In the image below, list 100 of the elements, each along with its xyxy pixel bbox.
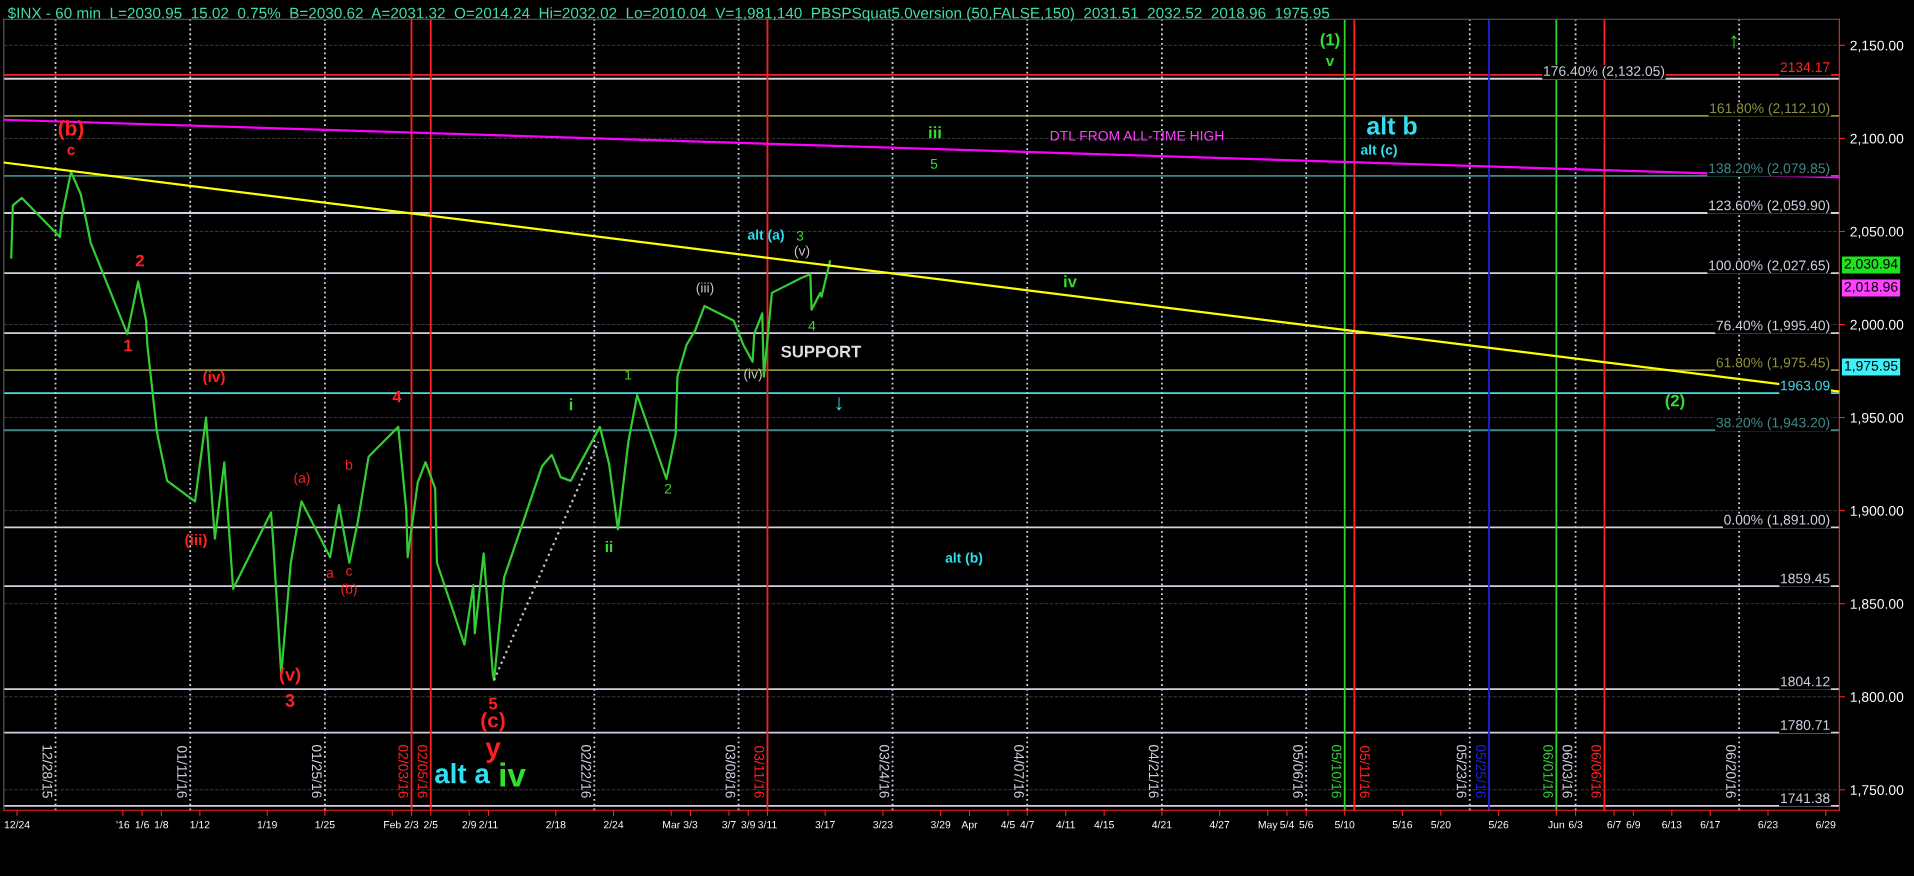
- ref-line-label: 1804.12: [1781, 676, 1830, 687]
- ref-line-label: 76.40% (1,995.40): [1716, 320, 1830, 334]
- ref-line-label: 05/11/16: [1359, 745, 1371, 798]
- y-tick-label: 1,850.00: [1850, 599, 1904, 611]
- x-tick-label: 3/11: [758, 820, 777, 829]
- annotation: 3: [285, 694, 295, 707]
- x-tick-label: 4/27: [1209, 820, 1230, 829]
- ref-line-label: 06/03/16: [1562, 744, 1573, 798]
- annotation: (iv): [744, 368, 762, 382]
- annotation: alt (b): [945, 552, 983, 566]
- x-tick-label: 12/24: [4, 820, 30, 829]
- annotation: (c): [481, 712, 505, 732]
- annotation: SUPPORT: [781, 345, 862, 358]
- x-tick-label: 4/7: [1020, 820, 1034, 829]
- annotation: alt b: [1367, 116, 1417, 135]
- annotation: 5: [930, 159, 938, 169]
- y-tick-label: 1,800.00: [1850, 692, 1904, 704]
- annotation: y: [485, 742, 501, 763]
- x-tick-label: Jun: [1548, 821, 1565, 829]
- x-tick-label: 5/16: [1392, 820, 1413, 829]
- y-tick-label: 2,100.00: [1850, 133, 1904, 146]
- x-tick-label: 6/23: [1758, 820, 1778, 829]
- ref-line-label: 02/03/16: [398, 744, 409, 798]
- annotation: 1: [124, 339, 133, 352]
- annotation: (iii): [185, 533, 207, 549]
- x-tick-label: Mar: [663, 821, 681, 829]
- ref-line-label: 01/25/16: [311, 744, 323, 798]
- annotation: 4: [808, 321, 816, 331]
- ref-line-label: 05/06/16: [1293, 744, 1304, 798]
- x-tick-label: 1/12: [190, 820, 210, 829]
- y-tick-label: 1,750.00: [1850, 785, 1904, 797]
- chart-title: $INX - 60 min L=2030.95 15.02 0.75% B=2030.62 A=2031.32 O=2014.24 Hi=2032.02 Lo=2010.04 V=1,981,140 PBSPSquat5.0version (50,FALSE,150) 2031.51 2032.52 2018.96 1975.95: [7, 7, 1330, 22]
- annotation: DTL FROM ALL-TIME HIGH: [1050, 130, 1224, 141]
- ref-line-label: 03/11/16: [754, 745, 765, 798]
- ref-line-label: 06/01/16: [1543, 744, 1554, 798]
- text: 2,018.96: [1844, 281, 1898, 294]
- ref-line-label: 0.00% (1,891.00): [1724, 514, 1830, 528]
- annotation: 1: [625, 370, 632, 380]
- ref-line-label: 2134.17: [1780, 62, 1830, 73]
- annotation: (a): [294, 472, 310, 486]
- text: 1,975.95: [1845, 360, 1898, 373]
- annotation: ↓: [836, 397, 842, 411]
- x-tick-label: Apr: [961, 821, 978, 831]
- text: 2,030.94: [1844, 258, 1898, 271]
- x-tick-label: 1/8: [154, 820, 169, 829]
- annotation: (b): [58, 120, 84, 140]
- y-tick-label: 1,950.00: [1850, 412, 1904, 425]
- x-tick-label: 6/7: [1607, 820, 1621, 829]
- annotation: iii: [929, 126, 941, 139]
- ref-line-label: 06/06/16: [1591, 744, 1602, 798]
- ref-line-label: 38.20% (1,943.20): [1716, 417, 1830, 431]
- x-tick-label: 1/6: [135, 820, 149, 829]
- x-tick-label: 3/7: [722, 820, 736, 829]
- y-tick-label: 1,900.00: [1850, 505, 1904, 518]
- x-tick-label: 3/29: [930, 820, 951, 829]
- ref-line-label: 1859.45: [1781, 573, 1830, 584]
- ref-line-label: 01/11/16: [177, 745, 188, 798]
- x-tick-label: 6/9: [1626, 820, 1641, 829]
- ref-line-label: 05/25/16: [1475, 744, 1487, 798]
- ref-line-label: 04/07/16: [1014, 744, 1025, 798]
- annotation: 5: [488, 697, 498, 710]
- y-tick-label: 2,150.00: [1850, 40, 1904, 53]
- x-tick-label: 4/15: [1094, 820, 1114, 829]
- x-tick-label: 2/9: [462, 820, 476, 829]
- x-tick-label: 5/26: [1488, 820, 1509, 829]
- x-tick-label: 4/5: [1000, 820, 1015, 829]
- x-tick-label: 5/6: [1299, 820, 1313, 829]
- x-tick-label: 2/3: [404, 820, 419, 829]
- ref-line-label: 1780.71: [1781, 720, 1830, 730]
- x-tick-label: 6/3: [1568, 820, 1583, 829]
- x-tick-label: 2/24: [603, 820, 624, 829]
- ref-line-label: 03/08/16: [725, 744, 736, 798]
- ref-line-label: 100.00% (2,027.65): [1709, 260, 1830, 274]
- ref-line-label: 03/24/16: [879, 744, 890, 798]
- x-tick-label: 2/18: [546, 820, 566, 829]
- ref-line-label: 161.80% (2,112.10): [1710, 102, 1830, 116]
- annotation: (iv): [203, 370, 225, 386]
- x-tick-label: May: [1258, 821, 1278, 831]
- ref-line-label: 61.80% (1,975.45): [1716, 357, 1830, 371]
- x-tick-label: Feb: [384, 820, 401, 829]
- x-tick-label: 2/5: [424, 820, 438, 829]
- x-tick-label: 3/23: [873, 820, 893, 829]
- annotation: c: [67, 146, 75, 156]
- ref-line-label: 02/22/16: [581, 744, 592, 798]
- x-tick-label: 1/25: [315, 820, 335, 829]
- x-tick-label: 1/19: [257, 820, 277, 829]
- x-tick-label: 2/11: [479, 820, 498, 829]
- annotation: iv: [1064, 275, 1077, 288]
- annotation: 2: [135, 254, 144, 267]
- x-tick-label: 4/11: [1056, 820, 1075, 829]
- annotation: alt (c): [1360, 144, 1397, 158]
- annotation: v: [1325, 57, 1335, 66]
- annotation: a: [326, 570, 334, 578]
- annotation: (1): [1320, 33, 1340, 49]
- ref-line-label: 05/10/16: [1331, 744, 1342, 798]
- x-tick-label: 3/17: [815, 820, 835, 829]
- x-tick-label: '16: [116, 820, 130, 829]
- x-tick-label: 6/13: [1662, 820, 1682, 829]
- ref-line-label: 05/23/16: [1456, 744, 1467, 798]
- ref-line-label: 06/20/16: [1726, 744, 1737, 798]
